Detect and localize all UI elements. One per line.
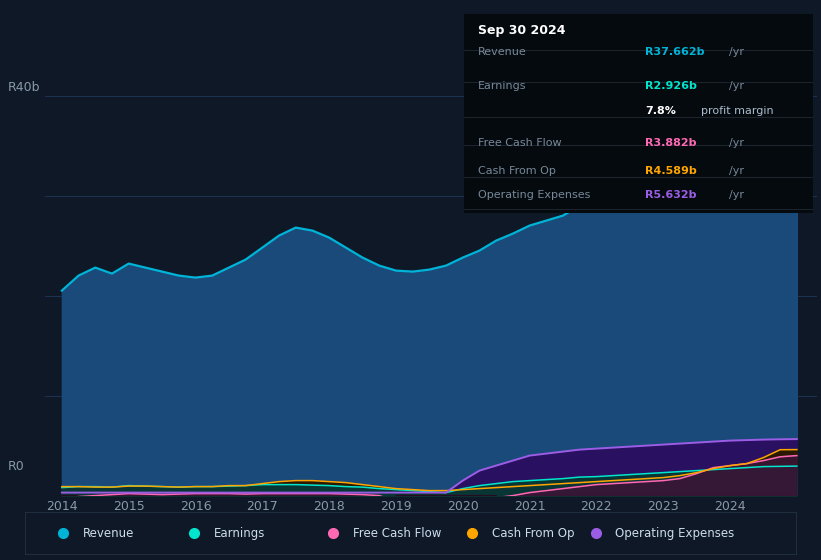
Text: Earnings: Earnings xyxy=(478,81,526,91)
Text: /yr: /yr xyxy=(729,190,744,200)
Text: Revenue: Revenue xyxy=(478,47,526,57)
Text: R4.589b: R4.589b xyxy=(645,166,697,176)
Text: R3.882b: R3.882b xyxy=(645,138,697,148)
Text: Free Cash Flow: Free Cash Flow xyxy=(353,527,441,540)
Text: R37.662b: R37.662b xyxy=(645,47,704,57)
Text: R2.926b: R2.926b xyxy=(645,81,697,91)
Text: Sep 30 2024: Sep 30 2024 xyxy=(478,24,566,37)
Text: 7.8%: 7.8% xyxy=(645,106,677,116)
Text: Cash From Op: Cash From Op xyxy=(492,527,574,540)
Text: /yr: /yr xyxy=(729,81,744,91)
Text: /yr: /yr xyxy=(729,138,744,148)
Text: profit margin: profit margin xyxy=(701,106,773,116)
Text: Revenue: Revenue xyxy=(83,527,134,540)
Text: Free Cash Flow: Free Cash Flow xyxy=(478,138,562,148)
Text: Operating Expenses: Operating Expenses xyxy=(478,190,590,200)
Text: Earnings: Earnings xyxy=(213,527,265,540)
Text: R5.632b: R5.632b xyxy=(645,190,697,200)
Text: /yr: /yr xyxy=(729,47,744,57)
Text: Cash From Op: Cash From Op xyxy=(478,166,556,176)
Text: R0: R0 xyxy=(8,460,25,473)
Text: Operating Expenses: Operating Expenses xyxy=(615,527,734,540)
Text: R40b: R40b xyxy=(8,81,41,94)
Text: /yr: /yr xyxy=(729,166,744,176)
